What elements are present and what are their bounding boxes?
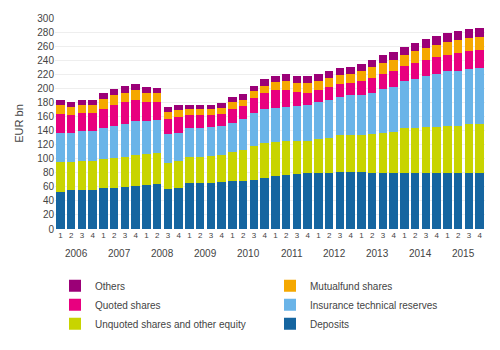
svg-text:2: 2 [327,231,332,240]
svg-text:120: 120 [37,139,54,150]
svg-text:1: 1 [402,231,407,240]
svg-text:180: 180 [37,97,54,108]
svg-text:2: 2 [370,231,375,240]
svg-text:3: 3 [381,231,386,240]
svg-text:160: 160 [37,111,54,122]
svg-text:2: 2 [155,231,160,240]
svg-text:Unquoted shares and other equi: Unquoted shares and other equity [95,319,246,330]
svg-text:2007: 2007 [108,248,131,259]
svg-text:2015: 2015 [452,248,475,259]
svg-text:Insurance technical reserves: Insurance technical reserves [310,300,437,311]
svg-text:4: 4 [434,231,439,240]
svg-text:4: 4 [348,231,353,240]
svg-text:4: 4 [133,231,138,240]
svg-text:240: 240 [37,55,54,66]
svg-text:1: 1 [316,231,321,240]
svg-text:4: 4 [477,231,482,240]
svg-text:3: 3 [252,231,257,240]
svg-text:4: 4 [219,231,224,240]
svg-text:2: 2 [69,231,74,240]
svg-text:2013: 2013 [366,248,389,259]
svg-text:60: 60 [43,181,55,192]
svg-text:2011: 2011 [281,248,303,259]
svg-text:3: 3 [424,231,429,240]
svg-text:4: 4 [90,231,95,240]
svg-text:2: 2 [241,231,246,240]
svg-text:2010: 2010 [237,248,260,259]
svg-text:20: 20 [43,209,55,220]
svg-text:140: 140 [37,125,54,136]
svg-text:0: 0 [48,224,54,235]
svg-text:2006: 2006 [65,248,88,259]
svg-text:2012: 2012 [323,248,346,259]
svg-text:3: 3 [295,231,300,240]
svg-text:4: 4 [262,231,267,240]
svg-text:1: 1 [187,231,192,240]
svg-text:80: 80 [43,167,55,178]
svg-text:4: 4 [391,231,396,240]
svg-text:2009: 2009 [194,248,217,259]
svg-text:4: 4 [176,231,181,240]
svg-text:3: 3 [209,231,214,240]
svg-text:3: 3 [80,231,85,240]
svg-text:Deposits: Deposits [310,319,349,330]
svg-text:1: 1 [144,231,149,240]
svg-text:3: 3 [467,231,472,240]
svg-text:100: 100 [37,153,54,164]
svg-text:2: 2 [198,231,203,240]
svg-text:Mutualfund shares: Mutualfund shares [310,281,392,292]
svg-text:3: 3 [166,231,171,240]
svg-text:4: 4 [305,231,310,240]
svg-text:3: 3 [123,231,128,240]
svg-text:1: 1 [273,231,278,240]
svg-text:300: 300 [37,13,54,24]
svg-text:1: 1 [58,231,63,240]
svg-text:1: 1 [359,231,364,240]
svg-text:280: 280 [37,27,54,38]
svg-text:1: 1 [230,231,235,240]
svg-text:3: 3 [338,231,343,240]
svg-text:2: 2 [112,231,117,240]
svg-text:2014: 2014 [409,248,432,259]
svg-text:40: 40 [43,195,55,206]
svg-text:2: 2 [413,231,418,240]
svg-text:2: 2 [456,231,461,240]
svg-text:1: 1 [445,231,450,240]
svg-text:220: 220 [37,69,54,80]
svg-text:EUR bn: EUR bn [13,104,25,143]
svg-text:2008: 2008 [151,248,174,259]
svg-text:1: 1 [101,231,106,240]
svg-text:2: 2 [284,231,289,240]
svg-text:260: 260 [37,41,54,52]
svg-text:Others: Others [95,281,125,292]
svg-text:Quoted shares: Quoted shares [95,300,161,311]
svg-text:200: 200 [37,83,54,94]
